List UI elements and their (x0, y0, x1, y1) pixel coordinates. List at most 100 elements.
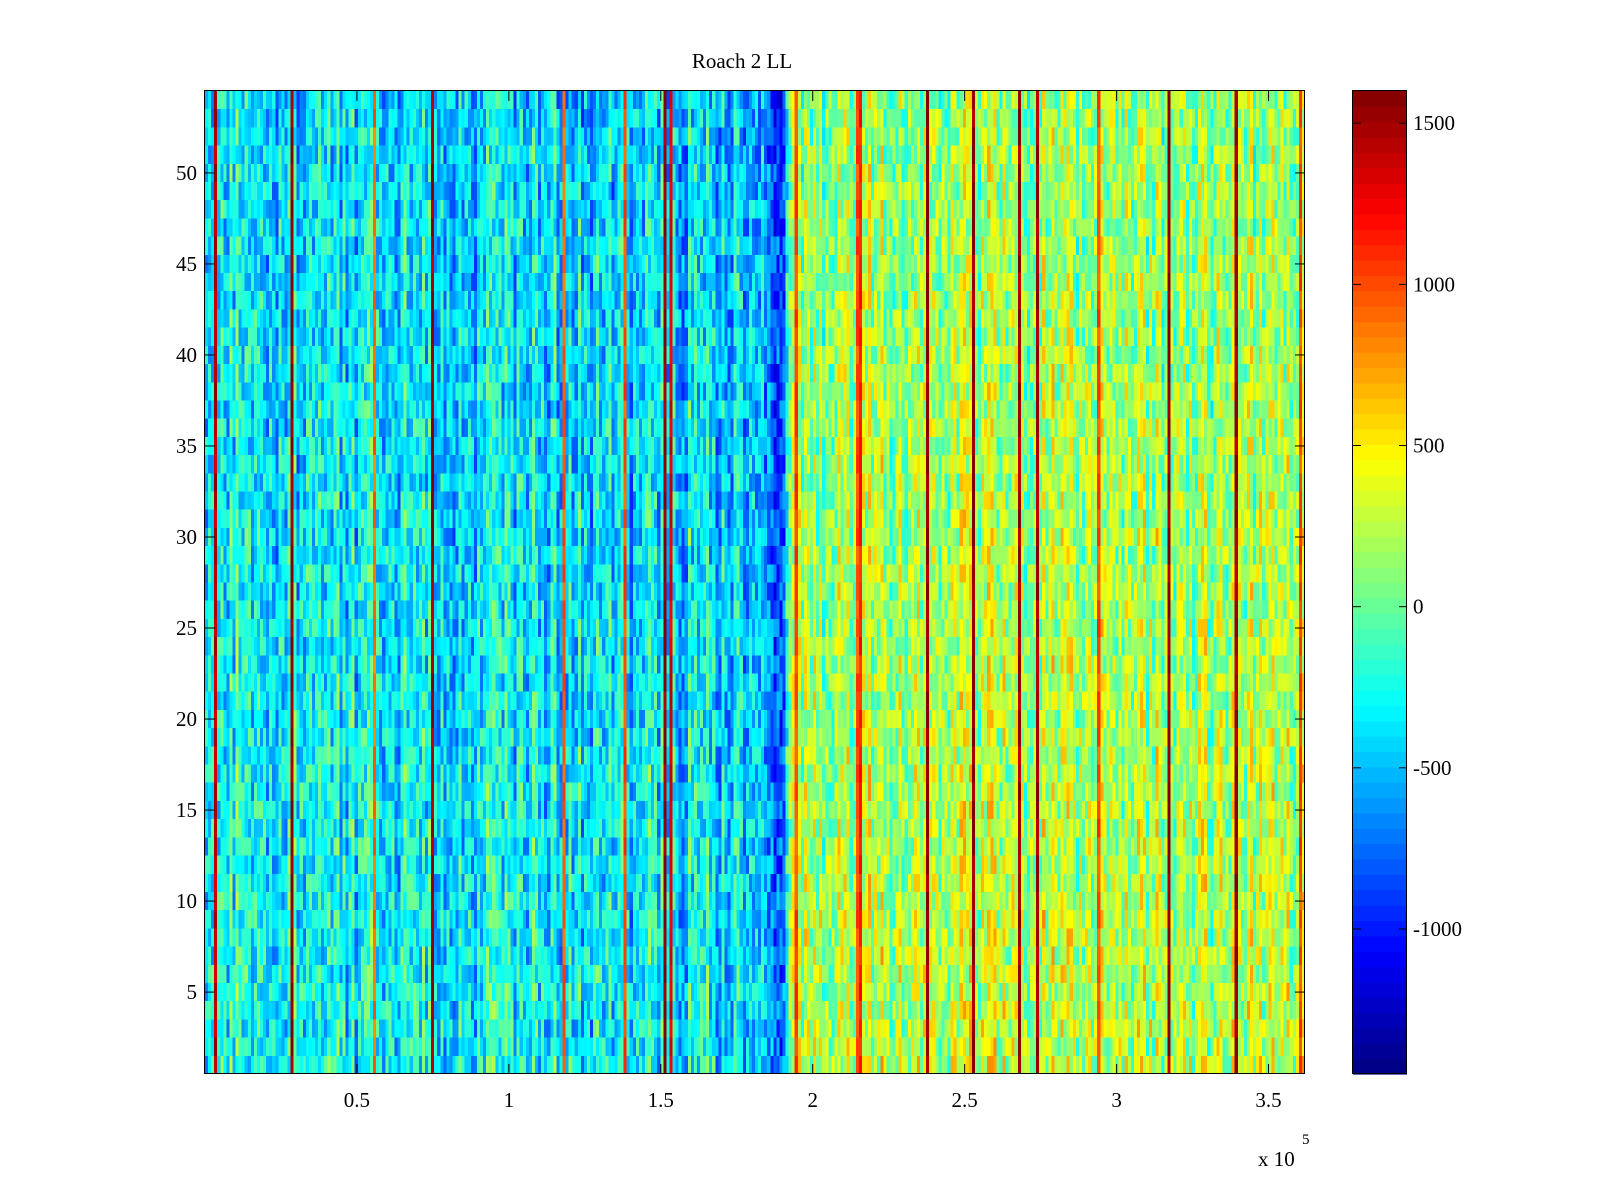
x-tick-label: 1.5 (648, 1088, 674, 1112)
colorbar-segment (1353, 1058, 1407, 1075)
plot-frame (204, 90, 1305, 1074)
colorbar-segment (1353, 137, 1407, 154)
colorbar-segment (1353, 981, 1407, 998)
colorbar-segment (1353, 843, 1407, 860)
colorbar-segment (1353, 643, 1407, 660)
colorbar-tick-label: 1000 (1413, 272, 1455, 296)
colorbar-segment (1353, 935, 1407, 952)
colorbar-segment (1353, 213, 1407, 230)
colorbar-segment (1353, 1043, 1407, 1060)
colorbar-segment (1353, 782, 1407, 799)
colorbar-segment (1353, 720, 1407, 737)
y-tick-label: 45 (176, 252, 197, 276)
colorbar-segment (1353, 628, 1407, 645)
chart-title: Roach 2 LL (692, 49, 792, 73)
colorbar-segment (1353, 751, 1407, 768)
colorbar-segment (1353, 121, 1407, 138)
y-tick-label: 20 (176, 707, 197, 731)
y-tick-label: 10 (176, 889, 197, 913)
y-tick-label: 30 (176, 525, 197, 549)
colorbar-segment (1353, 521, 1407, 538)
x-tick-label: 0.5 (344, 1088, 370, 1112)
colorbar-segment (1353, 352, 1407, 369)
colorbar-segment (1353, 997, 1407, 1014)
x-axis-exponent-base: x 10 (1258, 1147, 1295, 1171)
colorbar-segment (1353, 259, 1407, 276)
x-tick-label: 3.5 (1255, 1088, 1281, 1112)
y-tick-label: 35 (176, 434, 197, 458)
colorbar-tick-label: 0 (1413, 595, 1424, 619)
colorbar-segment (1353, 1027, 1407, 1044)
colorbar-segment (1353, 613, 1407, 630)
colorbar (1353, 91, 1407, 1075)
colorbar-segment (1353, 766, 1407, 783)
colorbar-segment (1353, 551, 1407, 568)
x-axis-exponent-power: 5 (1302, 1132, 1310, 1148)
y-tick-label: 5 (187, 980, 198, 1004)
y-tick-label: 40 (176, 343, 197, 367)
colorbar-segment (1353, 91, 1407, 107)
colorbar-segment (1353, 920, 1407, 937)
colorbar-segment (1353, 536, 1407, 553)
colorbar-segment (1353, 659, 1407, 676)
colorbar-segment (1353, 382, 1407, 399)
x-axis-exponent-label: x 10 5 (1258, 1132, 1310, 1171)
colorbar-segment (1353, 198, 1407, 215)
x-tick-label: 3 (1111, 1088, 1122, 1112)
colorbar-segment (1353, 705, 1407, 722)
colorbar-segment (1353, 797, 1407, 814)
x-tick-label: 2 (807, 1088, 818, 1112)
colorbar-segment (1353, 275, 1407, 292)
colorbar-tick-label: 1500 (1413, 111, 1455, 135)
y-tick-label: 50 (176, 161, 197, 185)
colorbar-segment (1353, 459, 1407, 476)
colorbar-segment (1353, 690, 1407, 706)
colorbar-axis: -1000 -500 0 500 1000 1500 (1353, 111, 1462, 941)
colorbar-segment (1353, 858, 1407, 875)
colorbar-segment (1353, 444, 1407, 461)
colorbar-frame (1352, 90, 1407, 1074)
colorbar-segment (1353, 106, 1407, 123)
colorbar-segment (1353, 674, 1407, 691)
colorbar-segment (1353, 398, 1407, 415)
colorbar-segment (1353, 290, 1407, 307)
colorbar-segment (1353, 474, 1407, 491)
y-axis: 5 10 15 20 25 30 35 40 45 50 (176, 161, 1305, 1004)
colorbar-segment (1353, 874, 1407, 891)
colorbar-segment (1353, 428, 1407, 445)
x-tick-label: 1 (504, 1088, 515, 1112)
colorbar-segment (1353, 966, 1407, 983)
y-tick-label: 15 (176, 798, 197, 822)
colorbar-segment (1353, 567, 1407, 584)
colorbar-segment (1353, 828, 1407, 845)
x-axis: 0.5 1 1.5 2 2.5 3 3.5 (344, 91, 1282, 1112)
colorbar-segment (1353, 167, 1407, 184)
colorbar-segment (1353, 229, 1407, 246)
colorbar-tick-label: 500 (1413, 434, 1445, 458)
colorbar-segment (1353, 889, 1407, 906)
colorbar-segment (1353, 336, 1407, 353)
x-tick-label: 2.5 (952, 1088, 978, 1112)
colorbar-segment (1353, 1012, 1407, 1029)
colorbar-segment (1353, 951, 1407, 968)
heatmap-image (205, 91, 1305, 1074)
y-tick-label: 25 (176, 616, 197, 640)
colorbar-segment (1353, 736, 1407, 753)
colorbar-segment (1353, 152, 1407, 169)
colorbar-segment (1353, 321, 1407, 338)
colorbar-segment (1353, 367, 1407, 384)
colorbar-tick-label: -1000 (1413, 917, 1462, 941)
colorbar-segment (1353, 505, 1407, 522)
heatmap-cells (205, 91, 1305, 1074)
colorbar-segment (1353, 490, 1407, 507)
colorbar-segment (1353, 413, 1407, 430)
colorbar-segment (1353, 812, 1407, 829)
colorbar-segment (1353, 582, 1407, 599)
colorbar-segment (1353, 905, 1407, 922)
colorbar-segment (1353, 244, 1407, 261)
colorbar-segment (1353, 597, 1407, 614)
colorbar-segment (1353, 306, 1407, 322)
colorbar-tick-label: -500 (1413, 756, 1452, 780)
